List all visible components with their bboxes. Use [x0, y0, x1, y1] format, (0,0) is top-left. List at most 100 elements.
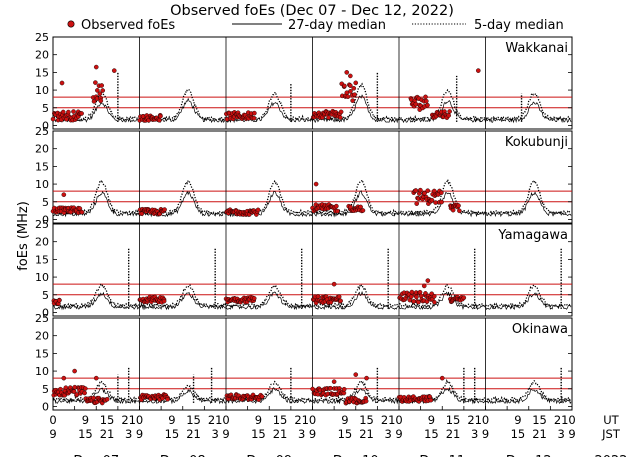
observed-point — [63, 385, 69, 390]
observed-point — [100, 88, 106, 93]
day-label: Dec 12 — [506, 454, 552, 457]
y-tick-label: 20 — [35, 330, 49, 343]
observed-point — [255, 207, 261, 213]
jst-tick-label: 15 — [251, 427, 266, 441]
ut-tick-label: 15 — [100, 413, 115, 427]
panel-kokubunji: 0 5 10 15 20 25 Kokubunji — [35, 125, 573, 226]
ut-row-label: UT — [603, 413, 619, 427]
legend-observed-marker — [67, 20, 75, 28]
observed-point — [352, 92, 357, 97]
y-tick-label: 0 — [42, 400, 49, 413]
day-label: Dec 11 — [419, 454, 465, 457]
y-tick-label: 25 — [35, 312, 49, 325]
observed-point — [475, 68, 481, 73]
observed-point — [421, 283, 427, 289]
observed-point — [414, 294, 419, 300]
jst-tick-label: 21 — [186, 427, 201, 441]
jst-tick-label: 3 — [125, 427, 132, 441]
ut-tick-label: 15 — [446, 413, 461, 427]
y-tick-label: 20 — [35, 236, 49, 249]
jst-tick-label: 21 — [532, 427, 547, 441]
panel-wakkanai: 0 5 10 15 20 25 Wakkanai — [35, 31, 573, 132]
ut-tick-label: 0 — [482, 413, 489, 427]
observed-point — [251, 115, 257, 121]
observed-point — [408, 294, 414, 299]
observed-point — [79, 209, 85, 215]
observed-point — [310, 386, 315, 392]
observed-point — [344, 70, 350, 75]
observed-point — [439, 375, 445, 381]
ut-tick-label: 9 — [82, 413, 89, 427]
observed-point — [157, 117, 162, 123]
y-tick-label: 5 — [42, 196, 49, 209]
year-label: 2022 — [594, 454, 627, 457]
observed-point — [341, 390, 347, 396]
observed-point — [97, 91, 103, 97]
jst-tick-label: 9 — [395, 427, 402, 441]
y-tick-label: 10 — [35, 84, 49, 97]
observed-point — [360, 208, 366, 213]
observed-point — [91, 395, 96, 401]
observed-point — [364, 375, 369, 381]
observed-point — [252, 110, 257, 116]
observed-point — [95, 88, 100, 93]
observed-point — [353, 80, 359, 86]
observed-point — [61, 192, 67, 197]
observed-point — [348, 89, 353, 94]
median-27day-line — [52, 386, 572, 405]
observed-point — [71, 389, 77, 394]
jst-tick-label: 15 — [424, 427, 439, 441]
legend-27day-label: 27-day median — [288, 18, 386, 33]
y-tick-label: 10 — [35, 178, 49, 191]
y-tick-label: 15 — [35, 66, 49, 79]
observed-point — [447, 109, 452, 114]
observed-point — [345, 94, 351, 99]
observed-point — [457, 208, 462, 214]
ut-tick-label: 15 — [532, 413, 547, 427]
observed-point — [425, 188, 431, 193]
observed-point — [82, 386, 88, 391]
y-axis-label: foEs (MHz) — [16, 201, 31, 271]
observed-point — [111, 68, 117, 73]
observed-point — [348, 73, 353, 79]
observed-point — [429, 197, 435, 203]
jst-tick-label: 15 — [511, 427, 526, 441]
ut-tick-label: 0 — [568, 413, 575, 427]
y-tick-label: 25 — [35, 31, 49, 44]
jst-row-label: JST — [601, 427, 621, 441]
observed-point — [326, 115, 331, 120]
y-tick-label: 15 — [35, 347, 49, 360]
observed-point — [161, 298, 167, 304]
y-tick-label: 0 — [42, 306, 49, 319]
observed-point — [425, 278, 431, 283]
station-name: Yamagawa — [497, 228, 568, 243]
observed-point — [162, 207, 167, 212]
observed-point — [461, 295, 467, 301]
y-tick-label: 25 — [35, 125, 49, 138]
ut-tick-label: 0 — [49, 413, 56, 427]
observed-point — [416, 299, 421, 305]
observed-point — [331, 379, 337, 384]
ut-tick-label: 21 — [121, 413, 136, 427]
observed-point — [98, 98, 104, 104]
jst-tick-label: 9 — [482, 427, 489, 441]
observed-point — [251, 296, 257, 301]
observed-point — [424, 98, 429, 104]
observed-point — [158, 113, 163, 119]
observed-point — [363, 398, 369, 404]
ut-tick-label: 9 — [341, 413, 348, 427]
observed-point — [93, 375, 99, 381]
jst-tick-label: 21 — [446, 427, 461, 441]
observed-point — [66, 109, 71, 115]
y-tick-label: 25 — [35, 218, 49, 231]
ut-tick-label: 21 — [208, 413, 223, 427]
panels: 0 5 10 15 20 25 Wakkanai 0 5 10 15 20 25 Kokubunji 0 5 1… — [35, 31, 573, 413]
observed-point — [72, 368, 77, 374]
jst-tick-label: 15 — [165, 427, 180, 441]
observed-point — [60, 109, 66, 115]
ut-tick-label: 9 — [428, 413, 435, 427]
legend: Observed foEs 27-day median 5-day median — [67, 18, 564, 33]
ut-tick-label: 0 — [222, 413, 229, 427]
observed-point — [328, 385, 333, 391]
observed-point — [413, 188, 419, 193]
